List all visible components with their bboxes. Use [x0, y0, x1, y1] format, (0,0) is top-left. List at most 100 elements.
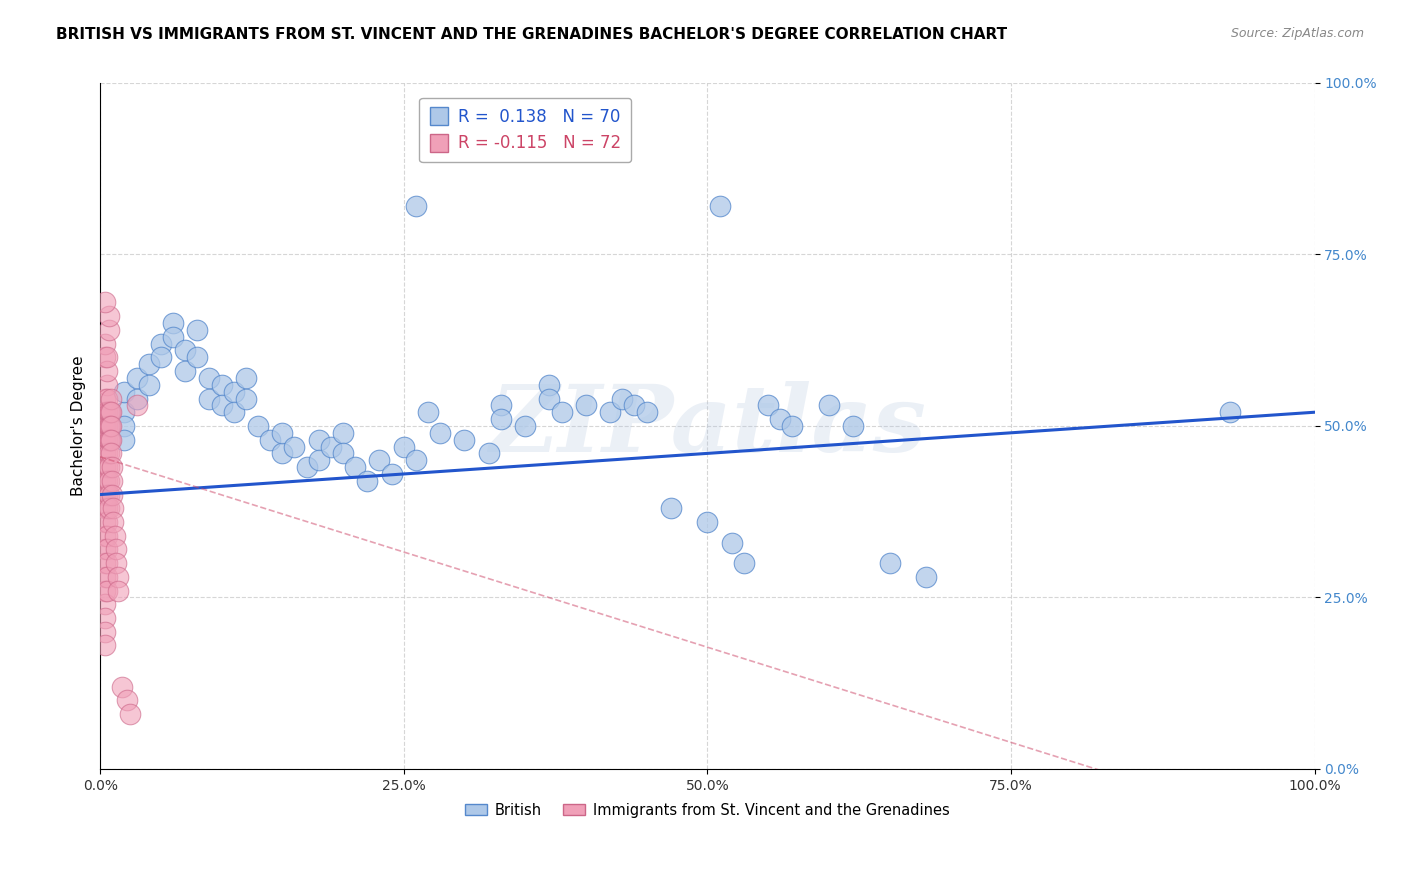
Point: [125, 392, 148, 406]
Point: [174, 343, 197, 358]
Point: [96, 570, 118, 584]
Point: [659, 501, 682, 516]
Point: [97, 309, 120, 323]
Point: [96, 542, 118, 557]
Point: [94, 624, 117, 639]
Point: [120, 707, 142, 722]
Point: [295, 460, 318, 475]
Point: [405, 199, 427, 213]
Point: [198, 392, 221, 406]
Point: [112, 405, 135, 419]
Point: [100, 446, 122, 460]
Y-axis label: Bachelor's Degree: Bachelor's Degree: [72, 356, 86, 496]
Point: [94, 542, 117, 557]
Point: [344, 460, 367, 475]
Point: [97, 446, 120, 460]
Text: BRITISH VS IMMIGRANTS FROM ST. VINCENT AND THE GRENADINES BACHELOR'S DEGREE CORR: BRITISH VS IMMIGRANTS FROM ST. VINCENT A…: [56, 27, 1007, 42]
Point: [550, 405, 572, 419]
Point: [107, 583, 129, 598]
Point: [842, 419, 865, 434]
Point: [222, 405, 245, 419]
Point: [211, 398, 233, 412]
Point: [1219, 405, 1241, 419]
Point: [211, 377, 233, 392]
Point: [96, 460, 118, 475]
Text: ZIPatlas: ZIPatlas: [489, 381, 927, 471]
Point: [94, 405, 117, 419]
Point: [733, 556, 755, 570]
Point: [94, 419, 117, 434]
Point: [103, 515, 125, 529]
Point: [104, 542, 127, 557]
Point: [94, 460, 117, 475]
Point: [769, 412, 792, 426]
Point: [271, 446, 294, 460]
Point: [96, 515, 118, 529]
Point: [112, 419, 135, 434]
Point: [111, 680, 134, 694]
Point: [94, 583, 117, 598]
Point: [308, 433, 330, 447]
Point: [720, 535, 742, 549]
Point: [94, 515, 117, 529]
Point: [222, 384, 245, 399]
Point: [612, 392, 634, 406]
Point: [247, 419, 270, 434]
Point: [332, 425, 354, 440]
Point: [271, 425, 294, 440]
Point: [756, 398, 779, 412]
Point: [915, 570, 938, 584]
Point: [96, 433, 118, 447]
Point: [96, 487, 118, 501]
Point: [97, 460, 120, 475]
Point: [97, 419, 120, 434]
Point: [94, 474, 117, 488]
Point: [115, 693, 138, 707]
Point: [100, 419, 122, 434]
Point: [429, 425, 451, 440]
Point: [453, 433, 475, 447]
Point: [96, 405, 118, 419]
Point: [381, 467, 404, 481]
Point: [94, 295, 117, 310]
Point: [97, 501, 120, 516]
Point: [623, 398, 645, 412]
Point: [104, 556, 127, 570]
Point: [149, 336, 172, 351]
Point: [96, 529, 118, 543]
Point: [392, 440, 415, 454]
Point: [696, 515, 718, 529]
Point: [107, 570, 129, 584]
Point: [198, 371, 221, 385]
Point: [96, 392, 118, 406]
Point: [100, 433, 122, 447]
Point: [636, 405, 658, 419]
Point: [125, 371, 148, 385]
Point: [319, 440, 342, 454]
Point: [817, 398, 839, 412]
Point: [149, 351, 172, 365]
Point: [332, 446, 354, 460]
Point: [138, 357, 160, 371]
Point: [94, 597, 117, 611]
Point: [96, 419, 118, 434]
Point: [94, 611, 117, 625]
Point: [538, 392, 561, 406]
Point: [235, 371, 257, 385]
Point: [96, 501, 118, 516]
Point: [97, 323, 120, 337]
Point: [162, 316, 184, 330]
Point: [101, 460, 124, 475]
Point: [100, 405, 122, 419]
Point: [416, 405, 439, 419]
Point: [478, 446, 501, 460]
Point: [112, 433, 135, 447]
Point: [356, 474, 378, 488]
Point: [94, 336, 117, 351]
Point: [174, 364, 197, 378]
Point: [98, 405, 121, 419]
Point: [94, 446, 117, 460]
Point: [879, 556, 901, 570]
Point: [94, 351, 117, 365]
Point: [97, 474, 120, 488]
